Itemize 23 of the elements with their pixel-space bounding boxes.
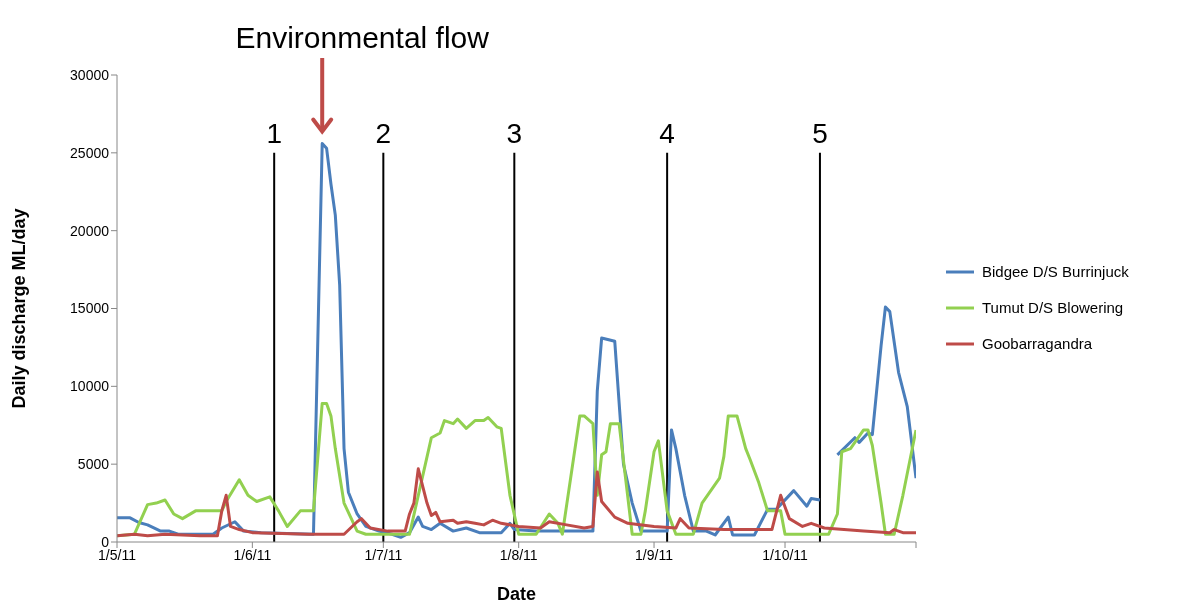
legend-label: Goobarragandra <box>982 333 1093 354</box>
x-tick-label: 1/10/11 <box>762 546 809 563</box>
legend-label: Bidgee D/S Burrinjuck <box>982 261 1129 282</box>
y-tick-label: 30000 <box>70 66 110 83</box>
y-tick-label: 15000 <box>70 300 110 317</box>
line-series <box>117 467 916 538</box>
annotation: Environmental flow <box>235 21 490 54</box>
ref-line-label: 4 <box>659 117 675 149</box>
y-tick-label: 25000 <box>70 144 110 161</box>
ref-line-label: 1 <box>266 117 282 149</box>
legend-label: Tumut D/S Blowering <box>982 297 1124 318</box>
x-tick-label: 1/9/11 <box>635 546 674 563</box>
y-tick-label: 20000 <box>70 222 110 239</box>
ref-line-label: 5 <box>812 117 828 149</box>
y-tick-label: 10000 <box>70 378 110 395</box>
x-tick-label: 1/7/11 <box>364 546 403 563</box>
y-axis-title: Daily discharge ML/day <box>9 208 30 409</box>
x-tick-label: 1/8/11 <box>499 546 538 563</box>
ref-line-label: 2 <box>375 117 392 149</box>
ref-line-label: 3 <box>506 117 523 149</box>
x-axis-title: Date <box>496 584 537 604</box>
x-tick-label: 1/6/11 <box>233 546 272 563</box>
y-tick-label: 5000 <box>77 456 110 473</box>
